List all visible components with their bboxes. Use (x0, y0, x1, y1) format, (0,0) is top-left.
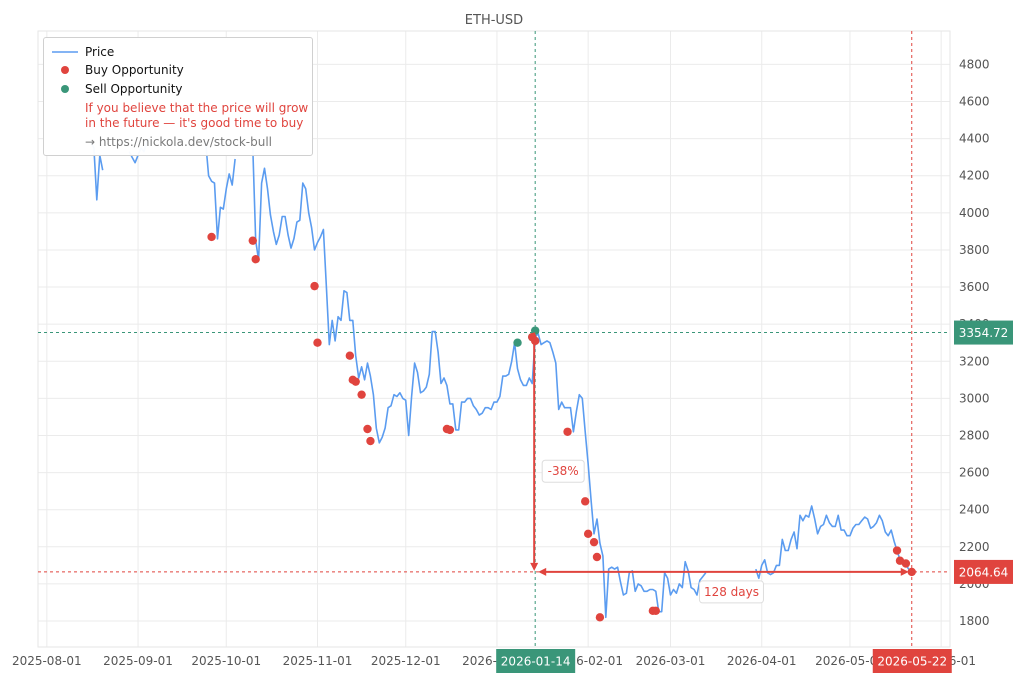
drop-arrow-head (530, 562, 539, 571)
buy-marker (595, 613, 605, 622)
duration-label: 128 days (704, 585, 759, 599)
legend-item-price: Price (44, 43, 312, 61)
y-tick-label: 2400 (959, 503, 990, 517)
x-tick-label: 2025-12-01 (371, 654, 441, 668)
y-tick-label: 4600 (959, 95, 990, 109)
buy-marker (310, 281, 319, 291)
high-value-badge-bg (954, 320, 1013, 345)
signal-markers (207, 232, 916, 622)
annotations: -38% 128 days (530, 332, 909, 604)
sell-marker (530, 326, 540, 335)
y-tick-label: 4400 (959, 132, 990, 146)
chart-title: ETH-USD (465, 13, 523, 28)
y-tick-label: 2200 (959, 540, 990, 554)
sell-dot-icon (61, 85, 69, 93)
high-value-badge: 3354.72 (959, 326, 1009, 340)
plot-frame (37, 30, 951, 648)
y-tick-label: 4000 (959, 206, 990, 220)
drop-percent-label-box (541, 459, 585, 483)
legend-note-line2: in the future — it's good time to buy (85, 116, 304, 130)
buy-marker (345, 351, 355, 360)
high-date-badge-bg (496, 649, 576, 673)
y-tick-label: 2800 (959, 428, 990, 442)
legend-sell-label: Sell Opportunity (85, 82, 183, 96)
buy-marker (251, 255, 260, 264)
high-date-badge: 2026-01-14 (501, 655, 571, 669)
value-badges: 3354.72 2064.64 2026-01-14 2026-05-22 (496, 320, 1013, 673)
x-tick-label: 2025-10-01 (191, 654, 261, 668)
x-tick-label: 2026-05-01 (815, 654, 885, 668)
buy-marker (363, 424, 372, 434)
legend-link[interactable]: → https://nickola.dev/stock-bull (85, 135, 272, 149)
sell-marker (513, 338, 522, 347)
buy-marker (563, 427, 572, 436)
y-tick-label: 4200 (959, 169, 990, 183)
buy-marker (207, 232, 216, 242)
buy-marker (366, 436, 375, 446)
drop-percent-label: -38% (548, 464, 579, 478)
buy-marker (589, 537, 599, 547)
legend: Price Buy Opportunity Sell Opportunity I… (43, 37, 313, 156)
buy-marker (901, 559, 911, 568)
duration-label-box (698, 580, 764, 604)
last-value-badge-bg (954, 559, 1013, 584)
last-date-badge: 2026-05-22 (877, 655, 947, 669)
buy-marker (581, 497, 590, 506)
x-tick-label: 2026-03-01 (636, 654, 706, 668)
legend-note-line1: If you believe that the price will grow (85, 101, 309, 115)
y-tick-label: 3200 (959, 354, 990, 368)
y-tick-label: 3800 (959, 243, 990, 257)
price-line (204, 142, 236, 240)
buy-marker (907, 567, 916, 577)
x-tick-label: 2026-04-01 (727, 654, 797, 668)
x-tick-label: 2025-08-01 (12, 654, 82, 668)
legend-item-buy: Buy Opportunity (44, 61, 312, 79)
last-date-badge-bg (872, 649, 952, 673)
buy-marker (651, 606, 661, 616)
price-series (90, 138, 913, 619)
x-tick-label: 2025-11-01 (283, 654, 353, 668)
buy-marker (313, 338, 322, 347)
y-tick-label: 2600 (959, 466, 990, 480)
buy-marker (248, 236, 257, 245)
duration-arrow-head-right (900, 567, 909, 576)
duration-arrow-head-left (538, 567, 547, 576)
legend-price-label: Price (85, 45, 115, 59)
price-line-icon (52, 51, 78, 53)
buy-marker (357, 390, 366, 399)
buy-marker (583, 529, 593, 539)
y-tick-label: 1800 (959, 614, 990, 628)
x-tick-labels: 2025-08-01 2025-09-01 2025-10-01 2025-11-01… (12, 654, 976, 668)
buy-dot-icon (61, 66, 69, 74)
x-tick-label: 2025-09-01 (103, 654, 173, 668)
grid-layer (38, 31, 950, 647)
y-tick-label: 3600 (959, 280, 990, 294)
buy-marker (351, 377, 360, 386)
y-tick-label: 3000 (959, 391, 990, 405)
last-value-badge: 2064.64 (959, 565, 1009, 579)
buy-marker (592, 552, 602, 562)
legend-item-sell: Sell Opportunity (44, 80, 312, 98)
y-tick-label: 4800 (959, 57, 990, 71)
legend-buy-label: Buy Opportunity (85, 63, 184, 77)
buy-marker (892, 546, 902, 555)
buy-marker (445, 425, 455, 435)
price-line (755, 505, 913, 580)
